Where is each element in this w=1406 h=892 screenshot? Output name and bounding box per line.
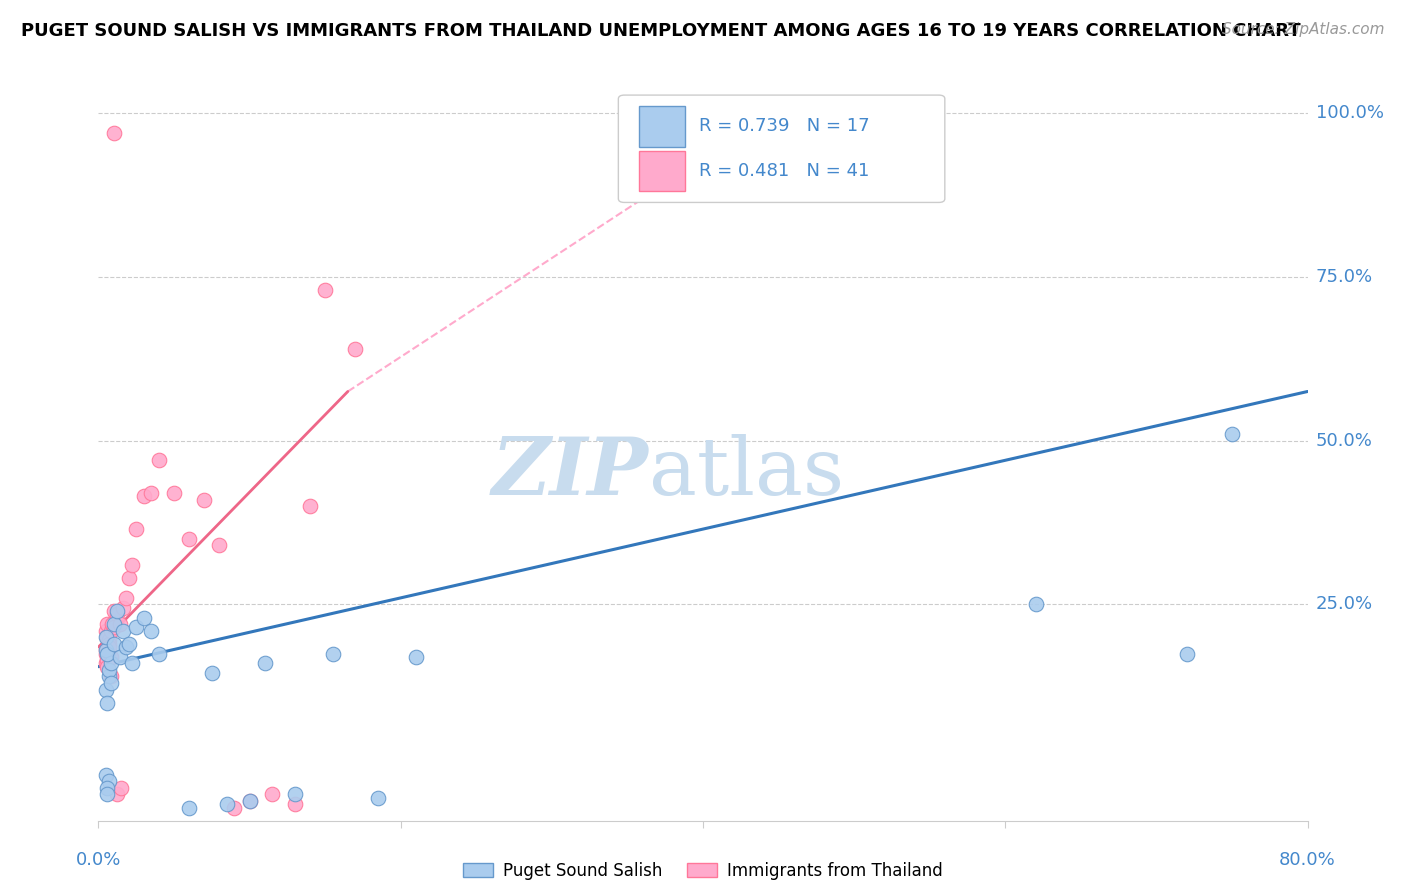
- Point: [103, 617, 125, 632]
- Point: [121, 657, 143, 671]
- Point: [163, 486, 186, 500]
- Point: [141, 486, 163, 500]
- Point: [105, 604, 128, 618]
- Point: [215, 797, 238, 812]
- Point: [262, 788, 284, 802]
- Point: [100, 624, 122, 638]
- Point: [98, 640, 121, 654]
- Point: [101, 617, 124, 632]
- Text: 50.0%: 50.0%: [1316, 432, 1372, 450]
- Point: [177, 532, 201, 546]
- Point: [118, 637, 141, 651]
- Text: R = 0.481   N = 41: R = 0.481 N = 41: [699, 161, 870, 179]
- Point: [125, 522, 148, 536]
- Text: 0.0%: 0.0%: [76, 851, 121, 869]
- Point: [344, 342, 367, 356]
- Point: [208, 539, 231, 553]
- Point: [1024, 598, 1046, 612]
- Text: Source: ZipAtlas.com: Source: ZipAtlas.com: [1222, 22, 1385, 37]
- Point: [1175, 647, 1198, 661]
- Point: [98, 774, 121, 789]
- Point: [94, 624, 117, 638]
- Point: [284, 797, 307, 812]
- Point: [405, 649, 427, 664]
- Point: [94, 643, 117, 657]
- Point: [141, 624, 163, 638]
- Point: [96, 653, 118, 667]
- Point: [299, 499, 322, 513]
- Point: [239, 794, 262, 808]
- FancyBboxPatch shape: [619, 95, 945, 202]
- Point: [103, 620, 125, 634]
- Point: [105, 607, 128, 622]
- Point: [96, 780, 118, 795]
- Point: [96, 630, 118, 644]
- Text: 25.0%: 25.0%: [1316, 596, 1374, 614]
- Point: [94, 647, 117, 661]
- Text: R = 0.739   N = 17: R = 0.739 N = 17: [699, 117, 870, 136]
- Point: [94, 630, 117, 644]
- Point: [94, 768, 117, 782]
- Point: [114, 640, 136, 654]
- Point: [322, 647, 344, 661]
- Point: [1220, 427, 1243, 442]
- Point: [94, 657, 117, 671]
- Point: [132, 610, 155, 624]
- Point: [148, 453, 170, 467]
- Point: [118, 571, 141, 585]
- Point: [105, 788, 128, 802]
- Point: [103, 604, 125, 618]
- Point: [111, 624, 134, 638]
- Text: PUGET SOUND SALISH VS IMMIGRANTS FROM THAILAND UNEMPLOYMENT AMONG AGES 16 TO 19 : PUGET SOUND SALISH VS IMMIGRANTS FROM TH…: [21, 22, 1301, 40]
- Point: [314, 283, 336, 297]
- Point: [177, 800, 201, 814]
- Point: [100, 657, 122, 671]
- Point: [96, 788, 118, 802]
- Point: [125, 620, 148, 634]
- Bar: [638, 106, 685, 147]
- Point: [103, 637, 125, 651]
- Point: [98, 633, 121, 648]
- Point: [114, 591, 136, 605]
- Point: [96, 659, 118, 673]
- Text: 80.0%: 80.0%: [1279, 851, 1336, 869]
- Point: [239, 794, 262, 808]
- Point: [201, 666, 224, 681]
- Text: 100.0%: 100.0%: [1316, 104, 1384, 122]
- Point: [224, 800, 246, 814]
- Text: 75.0%: 75.0%: [1316, 268, 1374, 285]
- Point: [193, 492, 215, 507]
- Point: [94, 682, 117, 697]
- Point: [100, 649, 122, 664]
- Point: [148, 647, 170, 661]
- Point: [108, 617, 131, 632]
- Text: atlas: atlas: [648, 434, 844, 512]
- Point: [98, 663, 121, 677]
- Point: [111, 600, 134, 615]
- Point: [132, 489, 155, 503]
- Point: [367, 790, 389, 805]
- Point: [100, 669, 122, 683]
- Point: [108, 649, 131, 664]
- Legend: Puget Sound Salish, Immigrants from Thailand: Puget Sound Salish, Immigrants from Thai…: [457, 855, 949, 887]
- Point: [284, 788, 307, 802]
- Point: [94, 643, 117, 657]
- Point: [110, 780, 132, 795]
- Text: ZIP: ZIP: [492, 434, 648, 511]
- Bar: [638, 151, 685, 192]
- Point: [98, 669, 121, 683]
- Point: [103, 126, 125, 140]
- Point: [253, 657, 276, 671]
- Point: [96, 647, 118, 661]
- Point: [121, 558, 143, 573]
- Point: [96, 617, 118, 632]
- Point: [96, 696, 118, 710]
- Point: [98, 637, 121, 651]
- Point: [100, 676, 122, 690]
